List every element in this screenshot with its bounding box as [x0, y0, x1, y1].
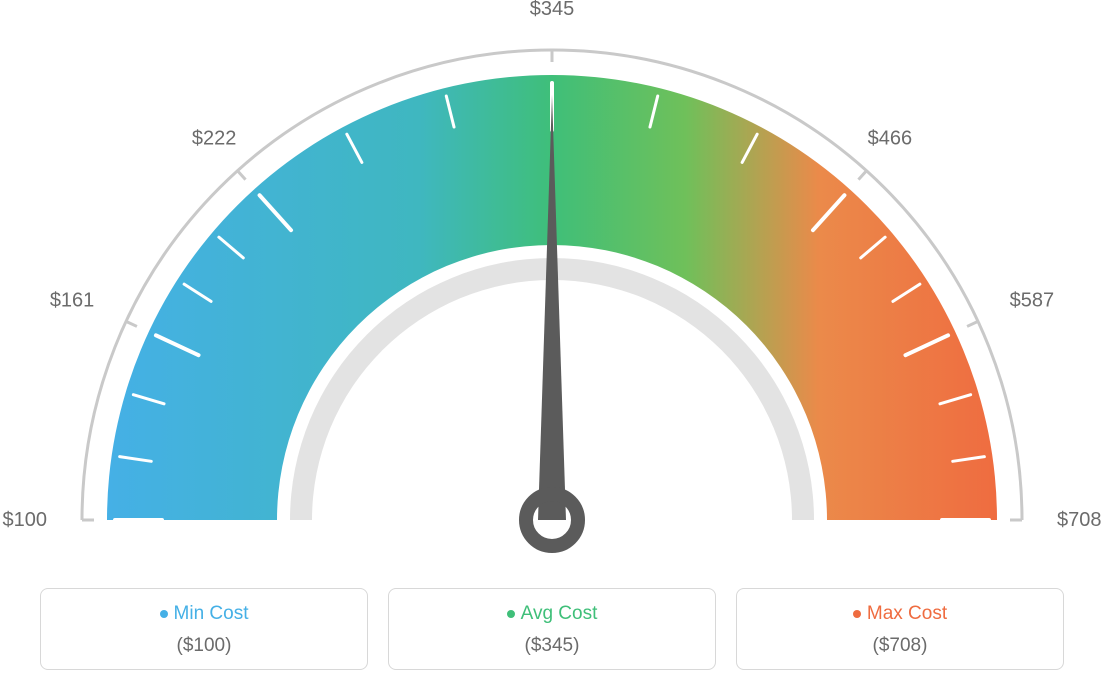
svg-text:$466: $466	[868, 128, 913, 150]
legend-avg-dot-icon	[507, 610, 515, 618]
legend-avg-box: Avg Cost ($345)	[388, 588, 716, 670]
svg-text:$345: $345	[530, 0, 575, 20]
legend-max-label: Max Cost	[867, 603, 947, 624]
legend-min-dot-icon	[160, 610, 168, 618]
svg-text:$587: $587	[1010, 290, 1055, 312]
legend-min-box: Min Cost ($100)	[40, 588, 368, 670]
gauge-svg-container: $100 $161 $222 $345 $466 $587 $708	[0, 0, 1104, 560]
legend-max-value: ($708)	[747, 635, 1053, 657]
svg-text:$161: $161	[50, 290, 95, 312]
legend-max-box: Max Cost ($708)	[736, 588, 1064, 670]
cost-gauge-chart: $100 $161 $222 $345 $466 $587 $708 Min Cost ($…	[0, 0, 1104, 690]
legend-max-title: Max Cost	[747, 603, 1053, 625]
legend-avg-title: Avg Cost	[399, 603, 705, 625]
legend-max-dot-icon	[853, 610, 861, 618]
legend-min-value: ($100)	[51, 635, 357, 657]
legend-min-title: Min Cost	[51, 603, 357, 625]
legend-min-label: Min Cost	[174, 603, 249, 624]
legend-avg-value: ($345)	[399, 635, 705, 657]
legend-avg-label: Avg Cost	[521, 603, 598, 624]
svg-text:$100: $100	[3, 509, 48, 531]
legend-row: Min Cost ($100) Avg Cost ($345) Max Cost…	[40, 588, 1064, 670]
svg-text:$708: $708	[1057, 509, 1102, 531]
svg-text:$222: $222	[192, 128, 237, 150]
